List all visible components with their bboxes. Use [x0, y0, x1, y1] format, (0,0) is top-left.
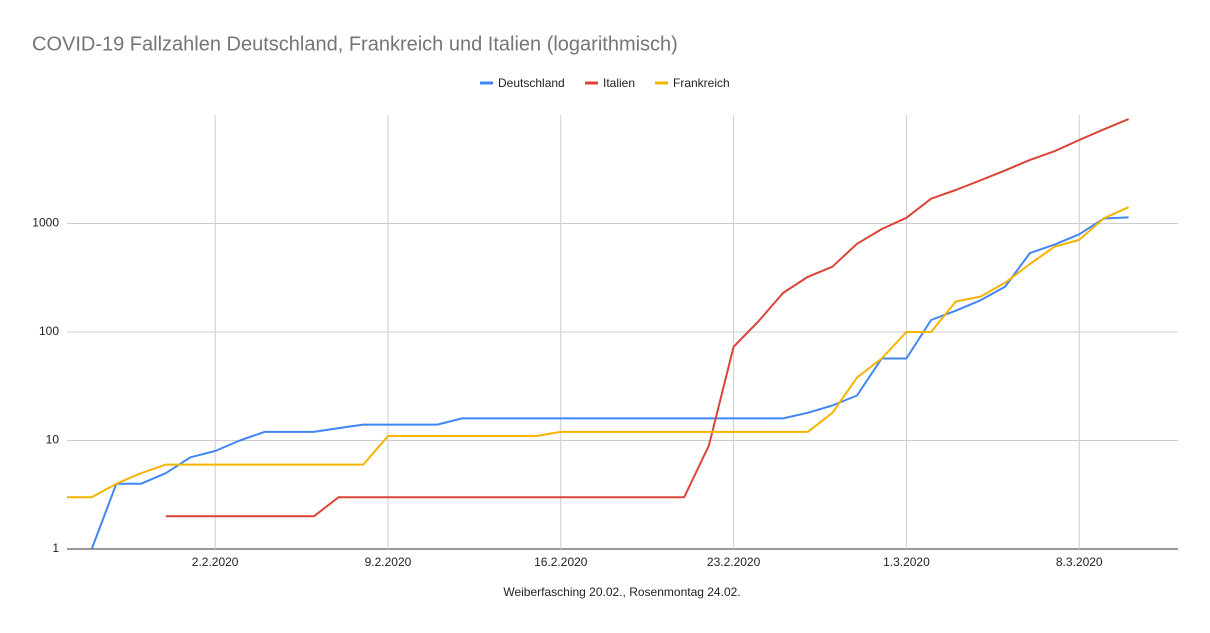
series-line [165, 118, 1129, 518]
x-tick-label: 23.2.2020 [707, 555, 761, 569]
legend-label: Italien [603, 76, 635, 90]
series-line [90, 216, 1129, 550]
x-axis-label: Weiberfasching 20.02., Rosenmontag 24.02… [503, 585, 740, 599]
y-tick-label: 100 [39, 324, 59, 338]
x-tick-label: 9.2.2020 [365, 555, 412, 569]
x-tick-label: 16.2.2020 [534, 555, 588, 569]
x-tick-label: 2.2.2020 [192, 555, 239, 569]
x-tick-label: 8.3.2020 [1056, 555, 1103, 569]
chart-title: COVID-19 Fallzahlen Deutschland, Frankre… [32, 33, 678, 55]
series-line [67, 206, 1130, 499]
y-tick-label: 10 [46, 433, 60, 447]
y-tick-label: 1 [52, 541, 59, 555]
x-tick-label: 1.3.2020 [883, 555, 930, 569]
legend-label: Frankreich [673, 76, 730, 90]
legend-label: Deutschland [498, 76, 565, 90]
y-tick-label: 1000 [32, 216, 59, 230]
